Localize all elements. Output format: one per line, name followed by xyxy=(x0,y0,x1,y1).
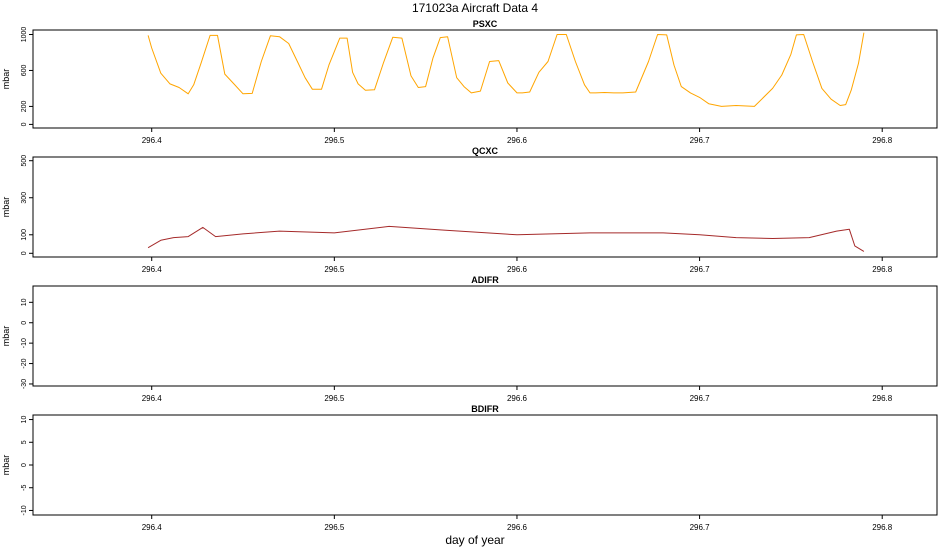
panel-frame xyxy=(32,414,938,516)
y-tick-label: -10 xyxy=(21,338,28,348)
x-tick-label: 296.5 xyxy=(324,523,345,532)
y-tick-label: 0 xyxy=(21,321,28,325)
y-tick-label: -5 xyxy=(21,485,28,491)
y-tick-label: 500 xyxy=(21,155,28,167)
x-tick-label: 296.7 xyxy=(690,136,711,145)
x-tick-label: 296.6 xyxy=(507,265,528,274)
y-axis-label: mbar xyxy=(1,326,11,347)
x-tick-label: 296.8 xyxy=(872,523,893,532)
series-line xyxy=(147,32,865,107)
panel-frame xyxy=(32,29,938,129)
y-tick-label: -20 xyxy=(21,358,28,368)
y-tick-label: 300 xyxy=(21,192,28,204)
x-tick-label: 296.4 xyxy=(142,265,163,274)
x-tick-label: 296.6 xyxy=(507,394,528,403)
x-tick-label: 296.6 xyxy=(507,136,528,145)
y-axis-label: mbar xyxy=(1,455,11,476)
y-tick-label: 1000 xyxy=(21,27,28,43)
panel-title: BDIFR xyxy=(471,404,499,414)
x-tick-label: 296.8 xyxy=(872,394,893,403)
y-tick-label: 10 xyxy=(21,298,28,306)
y-tick-label: 100 xyxy=(21,229,28,241)
x-tick-label: 296.7 xyxy=(690,394,711,403)
x-tick-label: 296.6 xyxy=(507,523,528,532)
panel-frame xyxy=(32,156,938,258)
x-tick-label: 296.8 xyxy=(872,136,893,145)
x-tick-label: 296.7 xyxy=(690,265,711,274)
figure-title: 171023a Aircraft Data 4 xyxy=(412,1,538,15)
y-axis-label: mbar xyxy=(1,197,11,218)
x-axis-label: day of year xyxy=(445,533,504,547)
x-tick-label: 296.7 xyxy=(690,523,711,532)
y-tick-label: 10 xyxy=(21,416,28,424)
y-axis-label: mbar xyxy=(1,69,11,90)
y-tick-label: 600 xyxy=(21,65,28,77)
panel-frame xyxy=(32,285,938,387)
panel-title: ADIFR xyxy=(471,275,499,285)
panel-title: PSXC xyxy=(473,19,498,29)
y-tick-label: -30 xyxy=(21,379,28,389)
y-tick-label: 0 xyxy=(21,251,28,255)
x-tick-label: 296.8 xyxy=(872,265,893,274)
x-tick-label: 296.5 xyxy=(324,265,345,274)
x-tick-label: 296.5 xyxy=(324,394,345,403)
x-tick-label: 296.4 xyxy=(142,136,163,145)
panel-title: QCXC xyxy=(472,146,499,156)
x-tick-label: 296.4 xyxy=(142,523,163,532)
y-tick-label: 0 xyxy=(21,463,28,467)
x-tick-label: 296.5 xyxy=(324,136,345,145)
y-tick-label: 0 xyxy=(21,122,28,126)
series-line xyxy=(147,225,865,252)
y-tick-label: 200 xyxy=(21,100,28,112)
x-tick-label: 296.4 xyxy=(142,394,163,403)
y-tick-label: 5 xyxy=(21,440,28,444)
y-tick-label: -10 xyxy=(21,505,28,515)
